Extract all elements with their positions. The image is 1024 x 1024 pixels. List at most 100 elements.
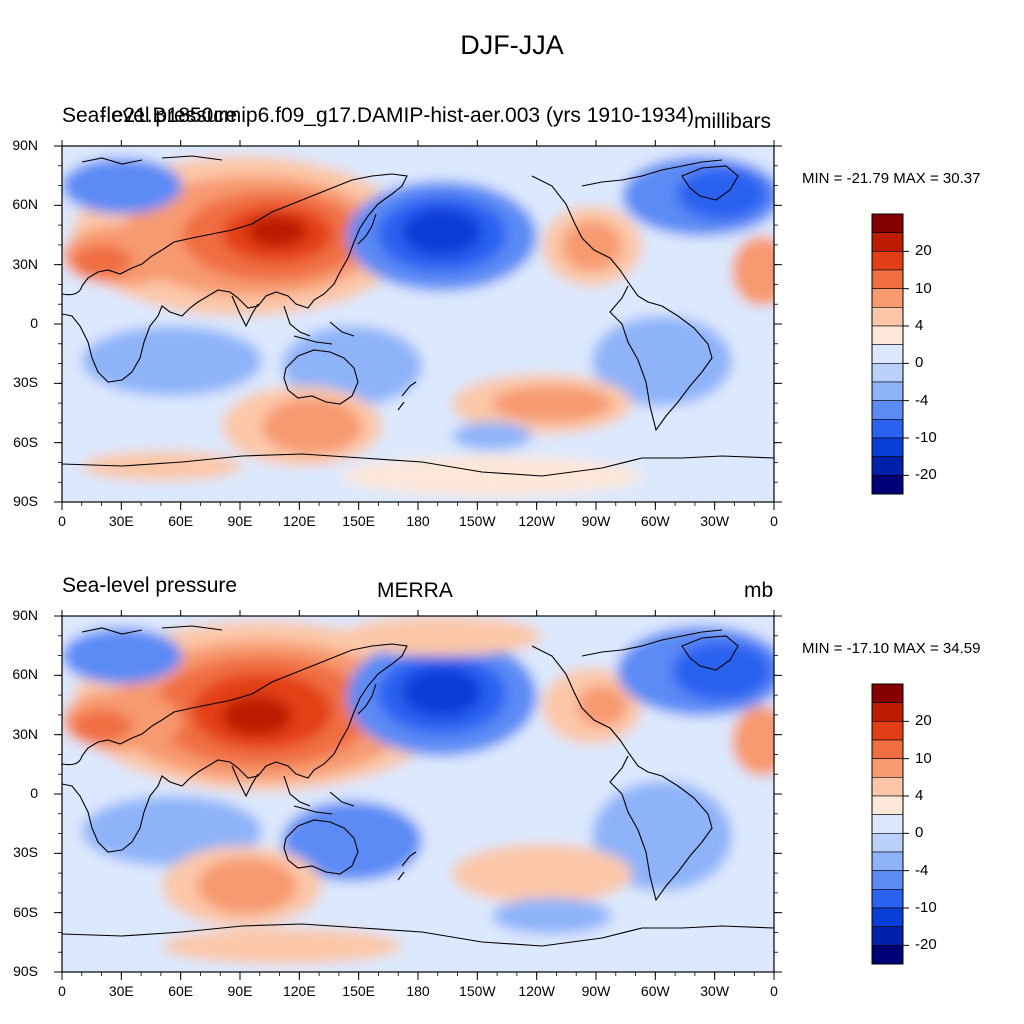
pressure-anomaly-region — [452, 844, 632, 904]
lat-tick-label: 60N — [12, 196, 38, 213]
pressure-anomaly-region — [62, 158, 182, 214]
pressure-anomaly-region — [222, 696, 292, 736]
lon-tick-label: 150E — [342, 513, 375, 529]
colorbar-segment — [871, 721, 904, 741]
pressure-anomaly-region — [452, 422, 532, 450]
lon-tick-label: 0 — [770, 983, 778, 999]
colorbar-frame — [871, 683, 904, 965]
colorbar-segment — [871, 945, 904, 965]
pressure-anomaly-region — [162, 928, 402, 964]
pressure-anomaly-region — [732, 706, 774, 776]
colorbar-segment — [871, 907, 904, 927]
figure-title: DJF-JJA — [460, 30, 564, 60]
lon-tick-label: 120E — [282, 983, 316, 999]
colorbar-segment — [871, 814, 904, 834]
lon-tick-label: 60E — [168, 983, 194, 999]
lon-tick-label: 120E — [282, 513, 316, 529]
panel-top-case-label: f.e21.B1850cmip6.f09_g17.DAMIP-hist-aer.… — [100, 104, 695, 127]
lat-tick-label: 90S — [13, 493, 38, 509]
lat-tick-label: 30S — [13, 374, 38, 391]
pressure-anomaly-region — [247, 215, 307, 247]
lat-tick-label: 0 — [30, 315, 38, 331]
lon-tick-label: 0 — [770, 513, 778, 529]
colorbar-label: -10 — [915, 899, 937, 916]
lon-tick-label: 30W — [700, 513, 730, 529]
colorbar-segment — [871, 288, 904, 308]
lat-tick-label: 90S — [13, 963, 38, 979]
pressure-anomaly-region — [402, 208, 482, 256]
lon-tick-label: 90W — [581, 513, 611, 529]
pressure-anomaly-region — [577, 686, 627, 726]
pressure-anomaly-region — [677, 168, 767, 220]
colorbar-label: 10 — [915, 749, 932, 767]
colorbar-segment — [871, 833, 904, 853]
colorbar-segment — [871, 251, 904, 271]
colorbar-label: 0 — [915, 354, 924, 372]
colorbar-segment — [871, 926, 904, 946]
lon-tick-label: 150E — [342, 983, 375, 999]
lat-tick-label: 30N — [12, 255, 38, 272]
pressure-anomaly-region — [402, 667, 482, 717]
lon-tick-label: 60W — [640, 513, 670, 529]
lon-tick-label: 90E — [227, 513, 253, 529]
colorbar-segment — [871, 739, 904, 759]
panel-bottom-variable-label: Sea-level pressure — [62, 574, 238, 597]
lon-tick-label: 30E — [108, 983, 134, 999]
colorbar-label: 0 — [915, 824, 924, 842]
colorbar-segment — [871, 702, 904, 722]
colorbar-label: -4 — [915, 861, 929, 879]
pressure-anomaly-region — [262, 398, 362, 454]
lon-tick-label: 180 — [406, 513, 430, 529]
colorbar-label: 20 — [915, 712, 932, 730]
pressure-anomaly-region — [562, 221, 622, 271]
lat-tick-label: 0 — [30, 785, 38, 801]
colorbar-segment — [871, 758, 904, 778]
lon-tick-label: 60E — [168, 513, 194, 529]
pressure-anomaly-region — [82, 326, 262, 396]
pressure-anomaly-region — [342, 456, 642, 496]
colorbar-segment — [871, 363, 904, 383]
colorbar-segment — [871, 475, 904, 495]
panel-top-units-label: millibars — [694, 110, 772, 133]
pressure-anomaly-region — [672, 641, 772, 701]
panel-top-variable-label: Sea-level pressure — [62, 104, 238, 127]
lat-tick-label: 30N — [12, 725, 38, 742]
colorbar-segment — [871, 795, 904, 815]
pressure-anomaly-region — [492, 386, 612, 422]
colorbar-segment — [871, 213, 904, 233]
colorbar-segment — [871, 683, 904, 703]
panel-top-minmax: MIN = -21.79 MAX = 30.37 — [802, 170, 981, 187]
lat-tick-label: 60S — [13, 433, 38, 450]
lon-tick-label: 90W — [581, 983, 611, 999]
colorbar-segment — [871, 344, 904, 364]
colorbar-segment — [871, 437, 904, 457]
pressure-anomaly-region — [72, 245, 132, 277]
colorbar-segment — [871, 400, 904, 420]
colorbar-segment — [871, 232, 904, 252]
lon-tick-label: 120W — [518, 983, 555, 999]
colorbar-segment — [871, 325, 904, 345]
colorbar-segment — [871, 419, 904, 439]
pressure-anomaly-region — [282, 801, 422, 881]
colorbar-label: -20 — [915, 936, 937, 954]
lon-tick-label: 0 — [58, 513, 66, 529]
panel-bottom-case-label: MERRA — [377, 579, 453, 602]
colorbar-label: 10 — [915, 279, 932, 297]
lon-tick-label: 120W — [518, 513, 555, 529]
colorbar-segment — [871, 851, 904, 871]
pressure-anomaly-region — [492, 898, 612, 934]
lat-tick-label: 30S — [13, 844, 38, 861]
lon-tick-label: 150W — [459, 983, 496, 999]
colorbar-frame — [871, 213, 904, 495]
pressure-anomaly-region — [197, 858, 297, 914]
pressure-anomaly-region — [62, 628, 182, 684]
pressure-anomaly-region — [72, 710, 132, 742]
lon-tick-label: 90E — [227, 983, 253, 999]
colorbar-label: -20 — [915, 466, 937, 484]
colorbar-label: -10 — [915, 429, 937, 446]
map-panel-top — [54, 140, 782, 510]
colorbar-segment — [871, 889, 904, 909]
colorbars — [871, 213, 909, 965]
colorbar-segment — [871, 870, 904, 890]
